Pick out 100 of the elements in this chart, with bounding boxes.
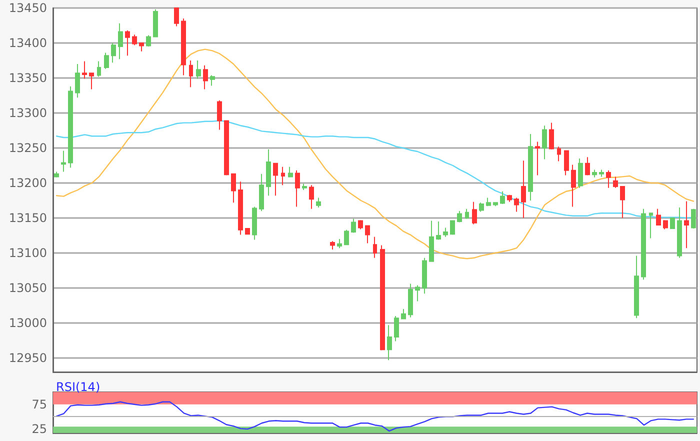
candlestick bbox=[585, 156, 590, 176]
chart-title: RSI(14) bbox=[56, 380, 100, 394]
candlestick bbox=[613, 176, 618, 188]
candlestick bbox=[472, 201, 477, 225]
candlestick bbox=[153, 8, 158, 38]
candlestick bbox=[542, 125, 547, 160]
candlestick bbox=[68, 86, 73, 168]
candlestick bbox=[387, 324, 392, 361]
y-tick-label: 13150 bbox=[8, 211, 47, 225]
y-tick-label: 75 bbox=[32, 397, 47, 412]
candlestick bbox=[564, 150, 569, 176]
candlestick bbox=[620, 186, 625, 218]
candlestick bbox=[691, 208, 696, 229]
candlestick bbox=[606, 170, 611, 188]
candlestick bbox=[528, 134, 533, 201]
y-tick-label: 13000 bbox=[8, 316, 47, 330]
candlestick bbox=[465, 208, 469, 220]
candlestick bbox=[224, 120, 229, 176]
candlestick bbox=[486, 197, 491, 207]
candlestick bbox=[174, 8, 179, 27]
candlestick bbox=[493, 202, 498, 207]
candlestick bbox=[132, 34, 137, 46]
candlestick bbox=[302, 183, 307, 190]
candlestick bbox=[422, 257, 427, 294]
y-tick-label: 12950 bbox=[8, 351, 47, 365]
candlestick bbox=[578, 158, 583, 188]
candlestick bbox=[316, 197, 321, 208]
candlestick bbox=[443, 227, 448, 238]
candlestick bbox=[634, 255, 639, 319]
y-tick-label: 13350 bbox=[8, 71, 47, 85]
candlestick bbox=[401, 308, 406, 320]
candlestick bbox=[592, 169, 597, 178]
candlestick bbox=[196, 60, 201, 80]
candlestick bbox=[203, 64, 208, 90]
candlestick bbox=[259, 173, 264, 212]
candlestick bbox=[309, 184, 314, 210]
candlestick bbox=[457, 210, 462, 223]
candlestick bbox=[677, 207, 682, 258]
candlestick bbox=[61, 150, 66, 172]
candlestick bbox=[146, 34, 151, 47]
candlestick bbox=[295, 170, 300, 208]
candlestick bbox=[111, 42, 116, 64]
y-tick-label: 13100 bbox=[8, 246, 47, 260]
candlestick bbox=[656, 208, 661, 226]
candlestick bbox=[266, 148, 271, 196]
line-series bbox=[56, 401, 694, 432]
y-tick-label: 13400 bbox=[8, 36, 47, 50]
candlestick bbox=[641, 208, 646, 280]
candlestick bbox=[663, 220, 668, 230]
candlestick bbox=[210, 74, 215, 86]
candlestick bbox=[394, 316, 399, 342]
candlestick bbox=[97, 60, 101, 78]
candlestick bbox=[118, 22, 123, 60]
candlestick bbox=[351, 218, 356, 234]
candlestick bbox=[450, 220, 455, 236]
candlestick bbox=[380, 244, 385, 351]
candlestick bbox=[288, 166, 293, 178]
candlestick bbox=[273, 162, 278, 196]
candlestick bbox=[217, 100, 222, 130]
candlestick bbox=[245, 228, 250, 235]
candlestick bbox=[281, 166, 285, 186]
candlestick bbox=[408, 283, 413, 318]
line-series bbox=[56, 48, 694, 260]
candlestick bbox=[252, 206, 257, 240]
candlestick bbox=[373, 236, 377, 258]
y-tick-label: 13250 bbox=[8, 141, 47, 155]
candlestick bbox=[649, 212, 653, 239]
candlestick bbox=[54, 171, 59, 178]
candlestick bbox=[670, 218, 675, 229]
candlestick bbox=[684, 200, 689, 249]
candlestick bbox=[231, 173, 236, 204]
y-tick-label: 25 bbox=[32, 422, 47, 436]
candlestick bbox=[521, 160, 526, 218]
candlestick bbox=[571, 164, 576, 208]
candlestick bbox=[82, 60, 87, 80]
candlestick bbox=[344, 229, 349, 246]
candlestick bbox=[535, 141, 540, 176]
candlestick bbox=[500, 190, 505, 204]
candlestick bbox=[104, 52, 109, 70]
y-tick-label: 13050 bbox=[8, 281, 47, 295]
y-tick-label: 13200 bbox=[8, 176, 47, 190]
candlestick bbox=[330, 240, 335, 250]
y-tick-label: 13300 bbox=[8, 106, 47, 120]
candlestick bbox=[89, 72, 94, 90]
candlestick bbox=[557, 146, 561, 162]
candlestick bbox=[507, 194, 512, 202]
candlestick bbox=[75, 64, 80, 98]
candlestick bbox=[181, 18, 186, 76]
candlestick bbox=[549, 122, 554, 150]
candlestick bbox=[514, 197, 519, 212]
candlestick bbox=[238, 181, 243, 236]
candlestick bbox=[415, 284, 420, 302]
candlestick bbox=[337, 238, 342, 249]
candlestick bbox=[599, 169, 604, 178]
candlestick bbox=[436, 221, 441, 240]
candlestick bbox=[125, 30, 130, 56]
candlestick bbox=[189, 60, 193, 88]
candlestick bbox=[429, 220, 434, 262]
candlestick bbox=[358, 220, 363, 230]
y-tick-label: 13450 bbox=[8, 1, 47, 15]
